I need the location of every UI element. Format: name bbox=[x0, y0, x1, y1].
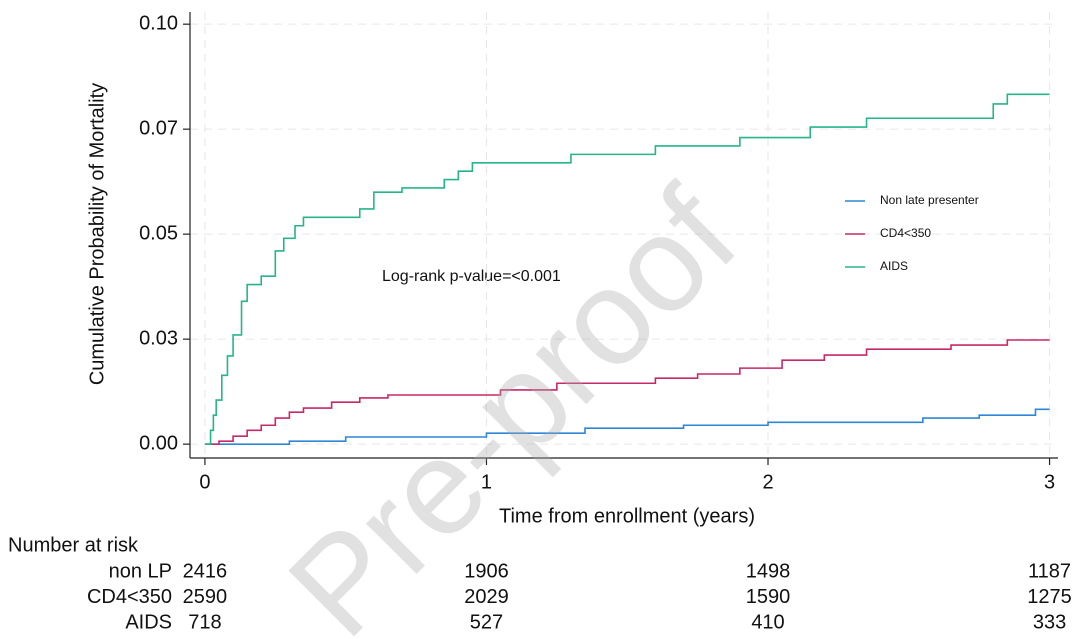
x-tick-label: 1 bbox=[481, 471, 492, 493]
y-tick-label: 0.05 bbox=[139, 222, 178, 244]
series-line bbox=[204, 339, 1050, 445]
y-tick-label: 0.00 bbox=[139, 432, 178, 454]
y-axis-label: Cumulative Probability of Mortality bbox=[86, 83, 108, 385]
legend-label: AIDS bbox=[880, 259, 908, 273]
x-tick-label: 2 bbox=[762, 471, 773, 493]
risk-count: 527 bbox=[470, 611, 503, 633]
risk-row-label: CD4<350 bbox=[87, 586, 172, 608]
series-line bbox=[204, 408, 1050, 445]
series-line bbox=[204, 93, 1050, 445]
annotation: Log-rank p-value=<0.001 bbox=[382, 268, 561, 285]
risk-count: 2590 bbox=[183, 586, 228, 608]
risk-row-label: AIDS bbox=[125, 611, 172, 633]
x-tick-label: 0 bbox=[199, 471, 210, 493]
x-axis-label: Time from enrollment (years) bbox=[499, 505, 755, 527]
risk-count: 2029 bbox=[464, 586, 509, 608]
risk-count: 1187 bbox=[1028, 560, 1071, 582]
y-tick-label: 0.07 bbox=[139, 117, 178, 139]
legend-label: CD4<350 bbox=[880, 226, 931, 240]
risk-count: 333 bbox=[1033, 611, 1066, 633]
risk-count: 1590 bbox=[746, 586, 791, 608]
risk-count: 1275 bbox=[1027, 586, 1072, 608]
risk-count: 1906 bbox=[464, 560, 509, 582]
risk-row-label: non LP bbox=[109, 560, 172, 582]
watermark: Pre-proof bbox=[260, 160, 765, 639]
x-tick-label: 3 bbox=[1044, 471, 1055, 493]
y-tick-label: 0.03 bbox=[139, 327, 178, 349]
risk-count: 1498 bbox=[746, 560, 791, 582]
legend-label: Non late presenter bbox=[880, 193, 979, 207]
y-tick-label: 0.10 bbox=[139, 12, 178, 34]
risk-count: 718 bbox=[188, 611, 221, 633]
risk-count: 2416 bbox=[183, 560, 228, 582]
risk-count: 410 bbox=[751, 611, 784, 633]
risk-table-title: Number at risk bbox=[8, 534, 139, 556]
